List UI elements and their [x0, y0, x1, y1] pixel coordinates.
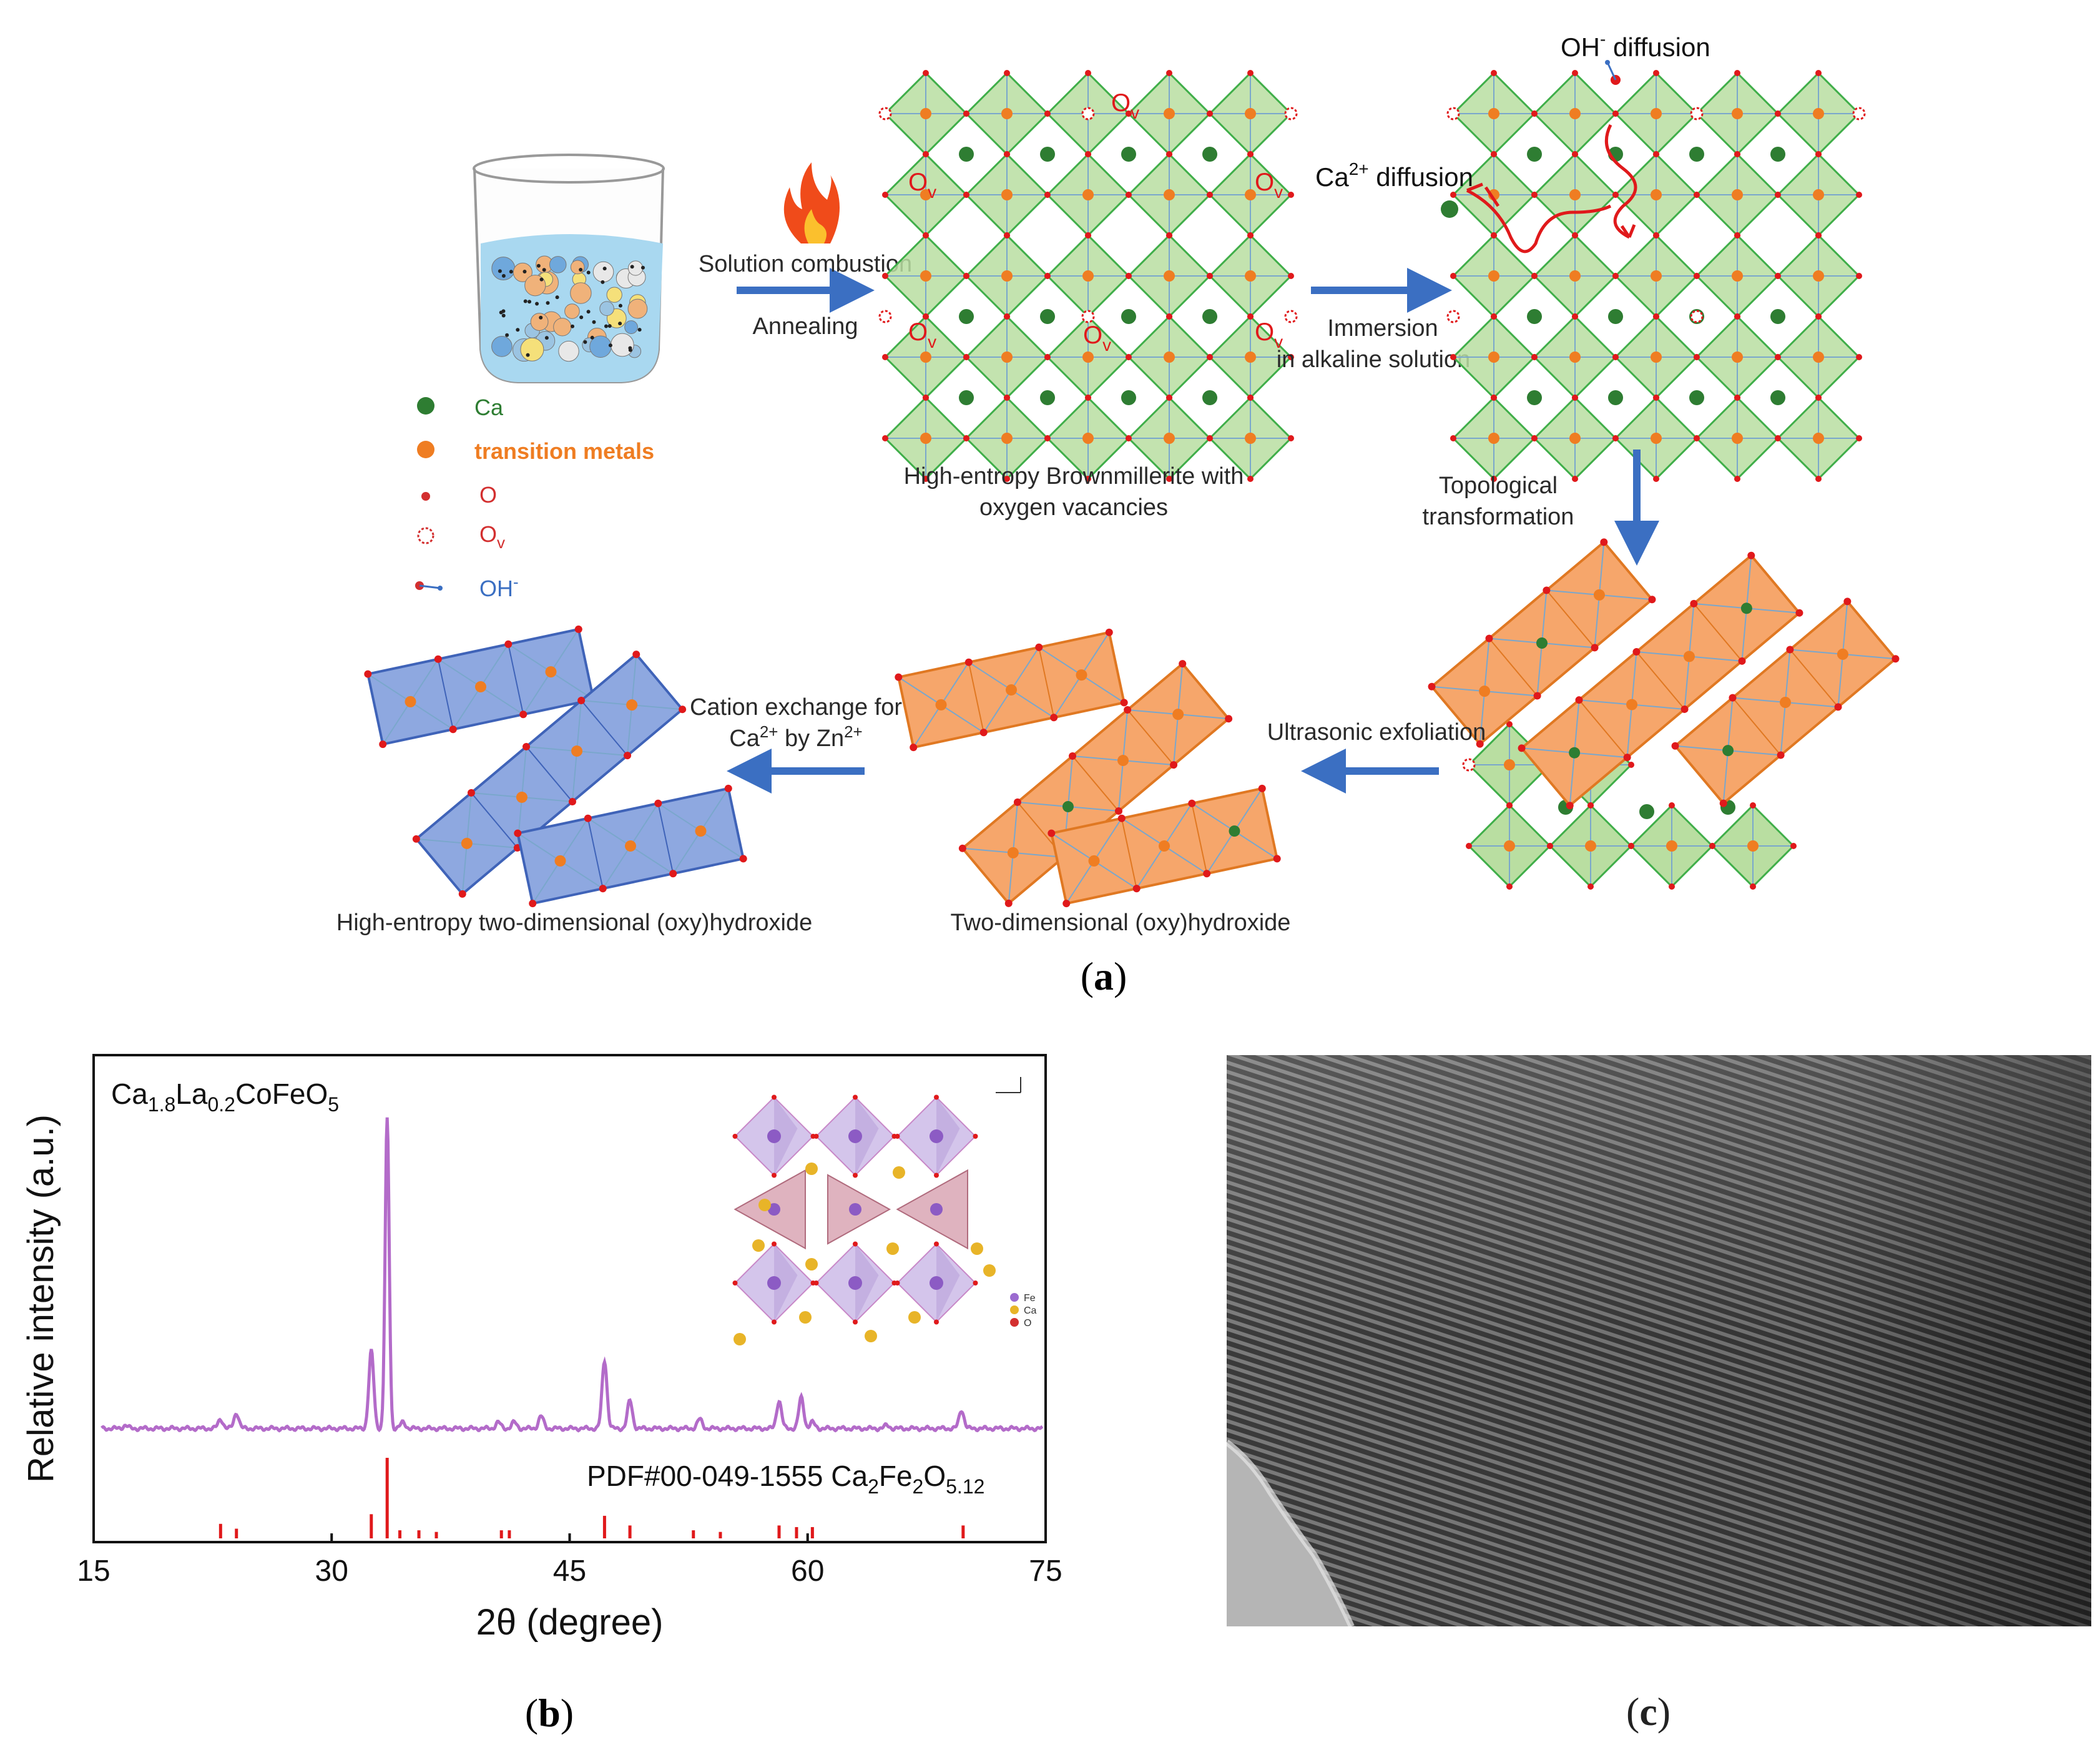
- panel-c-label: (c): [1626, 1689, 1671, 1734]
- cation-text-2: Ca2+ by Zn2+: [729, 722, 863, 752]
- panel-a-schematic: Solution combustion Annealing High-entro…: [336, 29, 1900, 998]
- legend-ov-text: Ov: [479, 521, 505, 552]
- svg-text:Ov: Ov: [1111, 89, 1139, 122]
- twod-oxyhydroxide-sheets: [895, 628, 1281, 908]
- panel-c-tem-image: [1227, 1055, 2091, 1626]
- oh-diffusion-label: OH- diffusion: [1561, 29, 1710, 62]
- x-tick-label: 15: [77, 1555, 110, 1588]
- x-tick-label: 45: [553, 1555, 586, 1588]
- ultrasonic-text: Ultrasonic exfoliation: [1267, 719, 1486, 745]
- x-tick-label: 60: [791, 1555, 824, 1588]
- amorphous-edge: [1227, 1442, 1352, 1626]
- legend-tm-text: transition metals: [474, 438, 654, 464]
- transformed-lattice: [1428, 538, 1900, 890]
- brownmillerite-caption-1: High-entropy Brownmillerite with: [904, 463, 1244, 489]
- ca-diffusion-label: Ca2+ diffusion: [1315, 159, 1473, 192]
- immersion-text-1: Immersion: [1327, 315, 1438, 342]
- oxygen-vacancy-labels: Ov Ov Ov Ov Ov Ov: [908, 89, 1283, 355]
- cation-text-1: Cation exchange for: [690, 694, 902, 720]
- inset-legend-text: Ca: [1024, 1305, 1037, 1316]
- inset-legend-text: Fe: [1024, 1293, 1036, 1304]
- beaker-icon: [473, 154, 665, 383]
- x-tick-label: 30: [315, 1555, 348, 1588]
- legend: Ca transition metals O Ov OH-: [415, 395, 654, 601]
- svg-text:Ov: Ov: [1083, 322, 1111, 355]
- svg-text:Ov: Ov: [908, 318, 936, 351]
- x-axis-label: 2θ (degree): [476, 1602, 664, 1643]
- reference-label: PDF#00-049-1555 Ca2Fe2O5.12: [587, 1460, 984, 1498]
- legend-o-text: O: [479, 482, 497, 508]
- inset-legend-marker: [1010, 1305, 1019, 1314]
- xrd-pattern-line: [101, 1117, 1044, 1433]
- he-twod-caption: High-entropy two-dimensional (oxy)hydrox…: [336, 910, 812, 936]
- legend-ov-marker: [417, 527, 434, 544]
- legend-ca-text: Ca: [474, 395, 504, 420]
- legend-oh-marker: [419, 584, 441, 589]
- immersed-lattice: [1446, 70, 1866, 482]
- topological-text-2: transformation: [1423, 504, 1574, 530]
- step1-top-text: Solution combustion: [699, 251, 912, 277]
- svg-text:Ov: Ov: [1255, 169, 1283, 202]
- svg-text:Ov: Ov: [1255, 318, 1283, 351]
- inset-legend-text: O: [1024, 1318, 1031, 1329]
- flame-icon: [783, 162, 840, 243]
- panel-b-label: (b): [525, 1691, 574, 1735]
- svg-text:Ov: Ov: [908, 169, 936, 202]
- diffusion-arrows: [1466, 124, 1637, 253]
- y-axis-label: Relative intensity (a.u.): [21, 1114, 61, 1483]
- step1-bottom-text: Annealing: [752, 313, 858, 340]
- panel-a-label: (a): [1081, 954, 1127, 998]
- x-tick-label: 75: [1029, 1555, 1062, 1588]
- twod-caption: Two-dimensional (oxy)hydroxide: [951, 910, 1291, 936]
- compound-label: Ca1.8La0.2CoFeO5: [111, 1078, 339, 1116]
- inset-legend-marker: [1010, 1318, 1019, 1327]
- immersion-text-2: in alkaline solution: [1277, 347, 1471, 373]
- legend-oh-text: OH-: [479, 573, 519, 601]
- legend-tm-marker: [417, 441, 434, 458]
- legend-ca-marker: [417, 397, 434, 415]
- inset-legend-marker: [1010, 1293, 1019, 1302]
- topological-text-1: Topological: [1439, 473, 1558, 499]
- brownmillerite-lattice: [878, 70, 1298, 482]
- panel-b-xrd-chart: 15 30 45 60 75 2θ (degree) Relative intensity …: [21, 1054, 1062, 1735]
- legend-o-marker: [421, 492, 430, 501]
- high-entropy-twod-sheets: [364, 625, 747, 908]
- brownmillerite-caption-2: oxygen vacancies: [979, 494, 1168, 521]
